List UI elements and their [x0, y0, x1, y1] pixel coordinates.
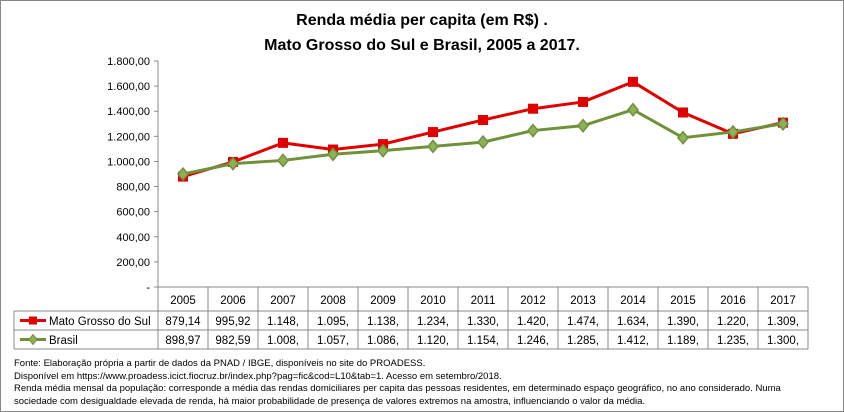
x-tick-label: 2016: [720, 295, 746, 307]
note-source: Fonte: Elaboração própria a partir de da…: [14, 358, 426, 369]
x-tick-label: 2011: [471, 295, 496, 307]
table-cell: 1.330,: [467, 316, 499, 328]
x-tick-label: 2008: [320, 295, 346, 307]
table-cell: 982,59: [215, 335, 250, 347]
y-tick-label: 400,00: [116, 232, 150, 244]
y-tick-label: 600,00: [116, 207, 150, 219]
data-point: [478, 115, 488, 126]
table-cell: 1.634,: [617, 316, 649, 328]
data-point: [527, 123, 539, 138]
table-cell: 1.285,: [567, 335, 599, 347]
chart-title: Renda média per capita (em R$) .: [296, 12, 548, 29]
table-cell: 1.309,: [767, 316, 799, 328]
data-point: [277, 153, 289, 168]
y-tick-label: 800,00: [116, 182, 150, 194]
data-point: [177, 166, 189, 182]
y-tick-label: 1.200,00: [107, 131, 150, 143]
x-tick-label: 2012: [520, 295, 546, 307]
data-point: [528, 103, 538, 114]
table-cell: 1.234,: [417, 316, 449, 328]
table-cell: 1.300,: [767, 335, 799, 347]
legend-marker: [28, 333, 38, 346]
data-point: [427, 139, 439, 154]
footnotes: Fonte: Elaboração própria a partir de da…: [14, 358, 834, 408]
table-cell: 1.390,: [667, 316, 699, 328]
data-point: [727, 124, 739, 140]
data-point: [678, 107, 688, 118]
data-point: [227, 156, 239, 171]
note-url: Disponível em https://www.proadess.icict…: [14, 370, 502, 382]
table-cell: 1.095,: [317, 316, 349, 328]
table-cell: 1.120,: [417, 335, 449, 347]
table-cell: 1.420,: [517, 316, 549, 328]
data-point: [278, 137, 288, 148]
data-point: [477, 134, 489, 150]
note-definition: Renda média mensal da população: corresp…: [14, 383, 781, 394]
x-tick-label: 2013: [570, 295, 596, 307]
table-cell: 1.412,: [617, 335, 649, 347]
table-cell: 1.246,: [517, 335, 549, 347]
table-cell: 1.154,: [467, 335, 499, 347]
note-definition-cont: sociedade com desigualdade elevada de re…: [14, 395, 646, 407]
table-cell: 995,92: [215, 316, 250, 328]
table-cell: 1.220,: [717, 316, 749, 328]
data-point: [577, 118, 589, 133]
table-cell: 1.008,: [267, 335, 299, 347]
table-cell: 879,14: [165, 316, 201, 328]
x-tick-label: 2005: [170, 295, 196, 307]
data-point: [627, 102, 639, 117]
table-cell: 1.148,: [267, 316, 299, 328]
table-cell: 898,97: [165, 335, 200, 347]
table-cell: 1.235,: [717, 335, 749, 347]
legend-label: Mato Grosso do Sul: [49, 316, 151, 328]
legend-marker: [29, 316, 37, 325]
data-point: [428, 127, 438, 138]
table-cell: 1.086,: [367, 335, 399, 347]
x-tick-label: 2007: [270, 295, 296, 307]
data-point: [777, 116, 789, 131]
data-point: [628, 76, 638, 87]
data-point: [327, 147, 339, 162]
legend-label: Brasil: [49, 335, 78, 347]
table-cell: 1.057,: [317, 335, 349, 347]
data-point: [377, 143, 389, 158]
y-tick-label: 1.600,00: [107, 81, 150, 93]
x-tick-label: 2006: [220, 295, 246, 307]
data-point: [677, 130, 689, 145]
x-tick-label: 2010: [420, 295, 446, 307]
y-tick-label: 1.000,00: [107, 156, 150, 168]
chart-subtitle: Mato Grosso do Sul e Brasil, 2005 a 2017…: [264, 37, 580, 54]
y-tick-label: 200,00: [116, 257, 150, 269]
table-cell: 1.138,: [367, 316, 399, 328]
x-tick-label: 2014: [620, 295, 646, 307]
data-point: [578, 96, 588, 107]
y-tick-label: 1.800,00: [107, 56, 150, 68]
table-cell: 1.189,: [667, 335, 699, 347]
x-tick-label: 2017: [770, 295, 796, 307]
x-tick-label: 2015: [670, 295, 696, 307]
y-tick-label: 1.400,00: [107, 106, 150, 118]
table-cell: 1.474,: [567, 316, 599, 328]
x-tick-label: 2009: [370, 295, 396, 307]
y-tick-label: -: [146, 282, 150, 294]
